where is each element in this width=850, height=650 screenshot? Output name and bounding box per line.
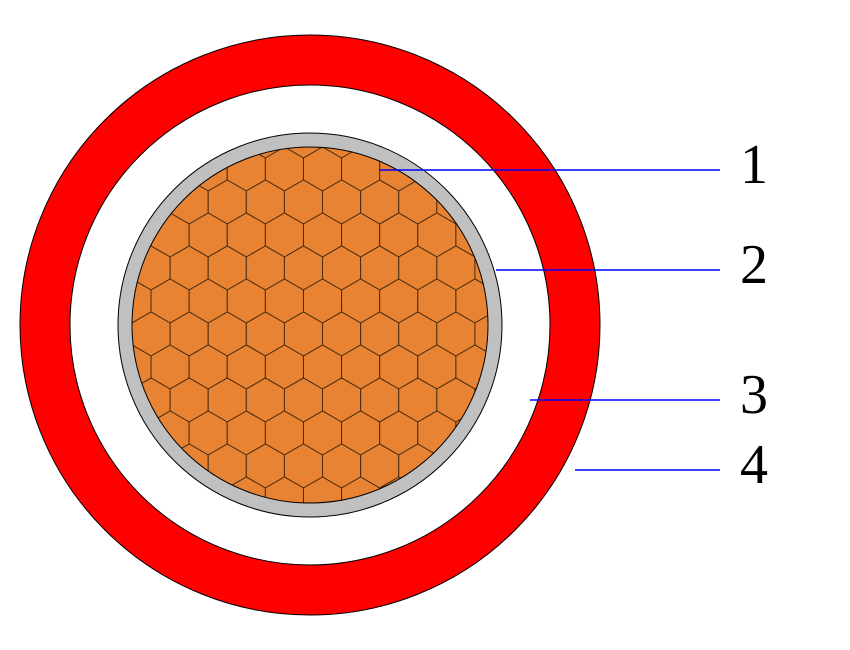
callout-label-3: 3	[740, 364, 768, 426]
cross-section-svg: 1 2 3 4	[0, 0, 850, 650]
callout-label-2: 2	[740, 234, 768, 296]
callout-label-1: 1	[740, 134, 768, 196]
diagram-container: 1 2 3 4	[0, 0, 850, 650]
callout-label-4: 4	[740, 434, 768, 496]
